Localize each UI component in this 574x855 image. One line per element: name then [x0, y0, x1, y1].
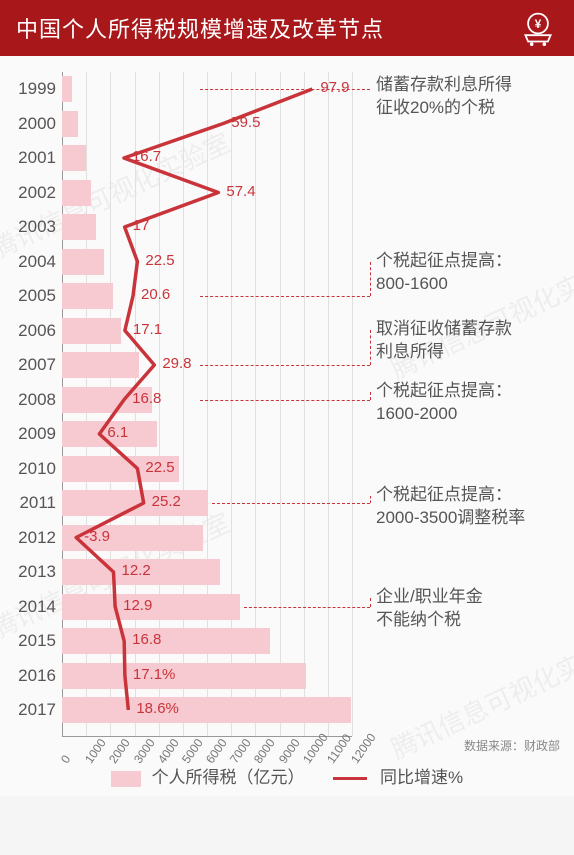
year-label: 2011 [6, 493, 56, 513]
year-label: 2002 [6, 183, 56, 203]
growth-value: 17 [133, 217, 150, 234]
cart-yuan-icon: ¥ [520, 10, 556, 46]
x-tick: 6000 [203, 736, 230, 766]
year-label: 2007 [6, 355, 56, 375]
year-label: 2012 [6, 528, 56, 548]
legend-line-swatch [333, 777, 367, 780]
svg-text:¥: ¥ [535, 18, 542, 31]
growth-value: 20.6 [141, 286, 170, 303]
tax-bar [62, 249, 104, 275]
growth-value: 12.2 [122, 562, 151, 579]
reform-annotation: 个税起征点提高：1600-2000 [376, 380, 512, 426]
reform-annotation: 取消征收储蓄存款利息所得 [376, 318, 512, 364]
year-label: 2013 [6, 562, 56, 582]
reform-annotation: 个税起征点提高：2000-3500调整税率 [376, 484, 525, 530]
year-label: 2000 [6, 114, 56, 134]
chart-area: 腾讯信息可视化实验室 腾讯信息可视化实验室 腾讯信息可视化实验室 腾讯信息可视化… [0, 56, 574, 796]
year-label: 2010 [6, 459, 56, 479]
growth-value: 22.5 [145, 252, 174, 269]
growth-value: 18.6% [136, 700, 179, 717]
header-bar: 中国个人所得税规模增速及改革节点 ¥ [0, 0, 574, 56]
growth-value: 17.1 [133, 321, 162, 338]
tax-bar [62, 352, 139, 378]
year-label: 1999 [6, 79, 56, 99]
tax-bar [62, 180, 91, 206]
year-label: 2006 [6, 321, 56, 341]
tax-bar [62, 697, 351, 723]
year-label: 2003 [6, 217, 56, 237]
growth-value: 17.1% [133, 666, 176, 683]
tax-bar [62, 214, 96, 240]
growth-value: 59.5 [231, 114, 260, 131]
x-tick: 4000 [155, 736, 182, 766]
x-tick: 5000 [179, 736, 206, 766]
year-label: 2014 [6, 597, 56, 617]
tax-bar [62, 525, 203, 551]
growth-value: 25.2 [152, 493, 181, 510]
growth-value: 22.5 [145, 459, 174, 476]
legend-bar-label: 个人所得税（亿元） [152, 768, 305, 787]
year-label: 2017 [6, 700, 56, 720]
reform-annotation: 个税起征点提高：800-1600 [376, 250, 512, 296]
tax-bar [62, 76, 72, 102]
year-label: 2015 [6, 631, 56, 651]
year-label: 2001 [6, 148, 56, 168]
reform-annotation: 企业/职业年金不能纳个税 [376, 586, 483, 632]
legend-line-label: 同比增速% [380, 768, 463, 787]
reform-annotation: 储蓄存款利息所得征收20%的个税 [376, 74, 512, 120]
year-label: 2004 [6, 252, 56, 272]
x-tick: 9000 [276, 736, 303, 766]
year-label: 2005 [6, 286, 56, 306]
growth-value: 16.8 [132, 631, 161, 648]
growth-value: 57.4 [226, 183, 255, 200]
tax-bar [62, 663, 306, 689]
legend: 个人所得税（亿元） 同比增速% [0, 763, 574, 788]
x-tick: 2000 [106, 736, 133, 766]
year-label: 2016 [6, 666, 56, 686]
tax-bar [62, 490, 208, 516]
growth-value: 12.9 [123, 597, 152, 614]
x-tick: 3000 [131, 736, 158, 766]
growth-value: 6.1 [107, 424, 128, 441]
x-tick: 1000 [82, 736, 109, 766]
legend-bar-swatch [111, 771, 141, 787]
data-source: 数据来源：财政部 [464, 737, 560, 754]
tax-bar [62, 145, 86, 171]
x-tick: 8000 [251, 736, 278, 766]
growth-value: 16.7 [132, 148, 161, 165]
tax-bar [62, 111, 78, 137]
year-label: 2009 [6, 424, 56, 444]
growth-value: 29.8 [162, 355, 191, 372]
tax-bar [62, 318, 121, 344]
year-label: 2008 [6, 390, 56, 410]
tax-bar [62, 283, 113, 309]
x-tick: 7000 [227, 736, 254, 766]
growth-value: 16.8 [132, 390, 161, 407]
page-title: 中国个人所得税规模增速及改革节点 [16, 12, 384, 44]
tax-bar [62, 628, 270, 654]
growth-value: -3.9 [84, 528, 110, 545]
growth-value: 97.9 [320, 79, 349, 96]
